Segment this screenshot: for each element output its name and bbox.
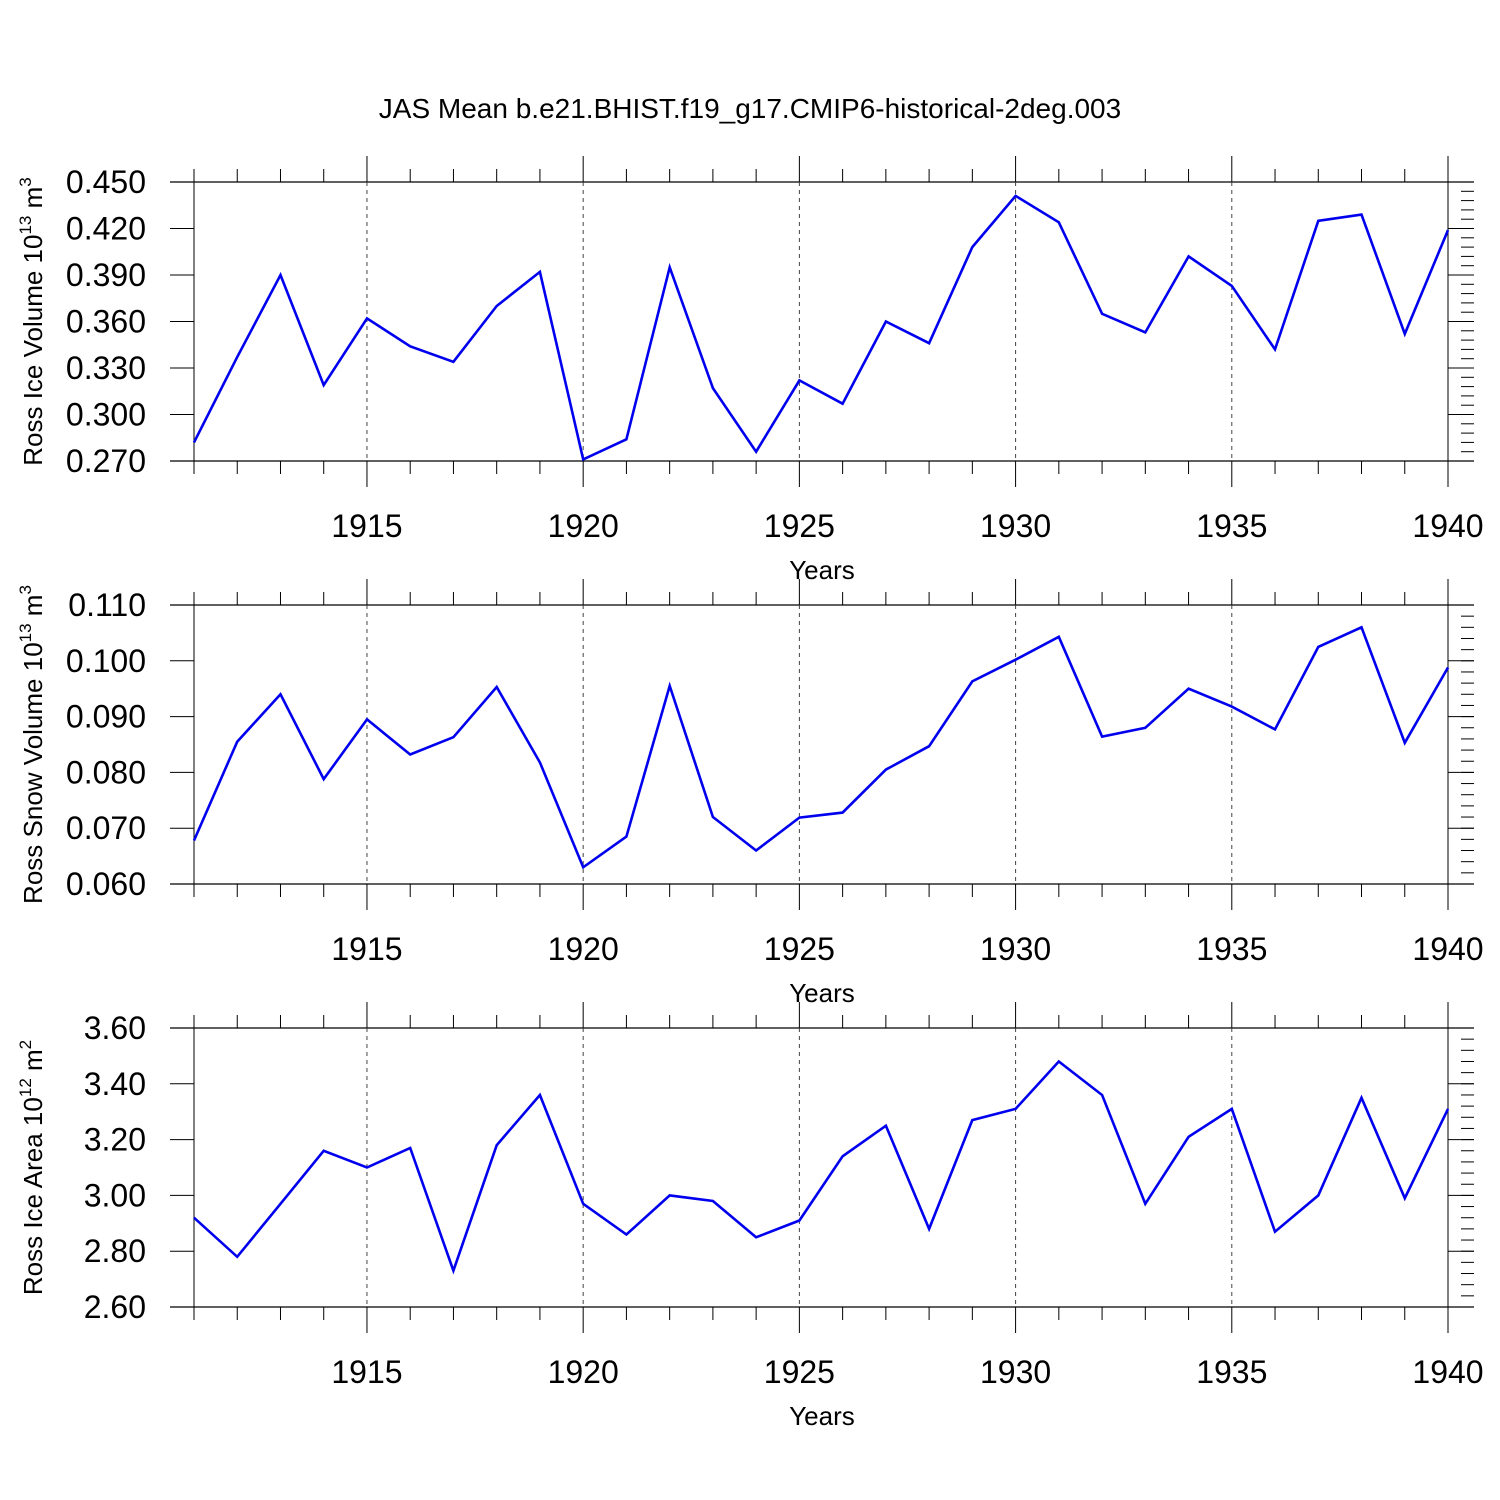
y-tick-label: 3.40 xyxy=(84,1066,146,1102)
y-tick-label: 2.80 xyxy=(84,1233,146,1269)
x-tick-label: 1920 xyxy=(548,508,619,544)
x-tick-label: 1930 xyxy=(980,1354,1051,1390)
x-tick-label: 1930 xyxy=(980,931,1051,967)
y-tick-label: 0.330 xyxy=(66,350,146,386)
x-tick-label: 1935 xyxy=(1196,508,1267,544)
series-line xyxy=(192,625,1450,870)
x-tick-label: 1930 xyxy=(980,508,1051,544)
y-tick-label: 0.090 xyxy=(66,699,146,735)
y-axis-label-sup2: 3 xyxy=(16,177,35,186)
x-tick-label: 1940 xyxy=(1412,508,1483,544)
x-tick-label: 1920 xyxy=(548,931,619,967)
y-tick-label: 0.270 xyxy=(66,443,146,479)
y-axis-label-sup1: 12 xyxy=(16,1078,35,1097)
y-tick-label: 0.060 xyxy=(66,866,146,902)
chart-panel-1: 0.270 0.300 0.330 0.360 0.390 0.420 0.450 1915 1… xyxy=(16,156,1484,585)
x-tick-label: 1925 xyxy=(764,1354,835,1390)
y-axis-label-sup2: 3 xyxy=(16,585,35,594)
chart-panel-3: 2.60 2.80 3.00 3.20 3.40 3.60 1915 1920 1925 1930… xyxy=(16,1002,1484,1431)
y-axis-label: Ross Ice Area 1012 m2 xyxy=(16,1040,48,1295)
x-tick-label: 1935 xyxy=(1196,1354,1267,1390)
figure-title: JAS Mean b.e21.BHIST.f19_g17.CMIP6-histo… xyxy=(379,93,1121,124)
y-axis-label: Ross Ice Volume 1013 m3 xyxy=(16,177,48,466)
y-axis-label-mid: m xyxy=(18,187,48,216)
y-axis-label-text: Ross Ice Area 10 xyxy=(18,1097,48,1295)
x-tick-label: 1915 xyxy=(331,931,402,967)
series-line xyxy=(193,1059,1450,1275)
y-tick-label: 3.00 xyxy=(84,1177,146,1213)
panels: 0.270 0.300 0.330 0.360 0.390 0.420 0.450 1915 1… xyxy=(16,156,1484,1431)
y-tick-label: 0.080 xyxy=(66,754,146,790)
y-tick-label: 0.070 xyxy=(66,810,146,846)
y-tick-label: 0.100 xyxy=(66,643,146,679)
y-axis-label-text: Ross Ice Volume 10 xyxy=(18,235,48,466)
y-axis-label: Ross Snow Volume 1013 m3 xyxy=(16,585,48,904)
y-tick-label: 0.300 xyxy=(66,397,146,433)
y-tick-label: 0.420 xyxy=(66,211,146,247)
x-axis-label: Years xyxy=(789,978,855,1008)
y-tick-label: 2.60 xyxy=(84,1289,146,1325)
y-axis-label-mid: m xyxy=(18,595,48,624)
x-tick-label: 1925 xyxy=(764,508,835,544)
series-line xyxy=(192,194,1450,462)
y-tick-label: 0.360 xyxy=(66,304,146,340)
y-tick-label: 0.110 xyxy=(68,587,146,623)
x-tick-label: 1915 xyxy=(331,1354,402,1390)
x-tick-label: 1935 xyxy=(1196,931,1267,967)
x-axis-label: Years xyxy=(789,555,855,585)
x-axis-label: Years xyxy=(789,1401,855,1431)
chart-panel-2: 0.060 0.070 0.080 0.090 0.100 0.110 1915 1920 19… xyxy=(16,579,1484,1008)
y-axis-label-mid: m xyxy=(18,1049,48,1078)
y-tick-label: 0.390 xyxy=(66,257,146,293)
x-tick-label: 1915 xyxy=(331,508,402,544)
y-tick-label: 3.20 xyxy=(84,1122,146,1158)
y-axis-label-sup1: 13 xyxy=(16,216,35,235)
x-tick-label: 1925 xyxy=(764,931,835,967)
y-axis-label-text: Ross Snow Volume 10 xyxy=(18,642,48,904)
x-tick-label: 1940 xyxy=(1412,1354,1483,1390)
x-tick-label: 1920 xyxy=(548,1354,619,1390)
y-axis-label-sup1: 13 xyxy=(16,623,35,642)
x-tick-label: 1940 xyxy=(1412,931,1483,967)
y-tick-label: 3.60 xyxy=(84,1010,146,1046)
y-axis-label-sup2: 2 xyxy=(16,1040,35,1049)
y-tick-label: 0.450 xyxy=(66,164,146,200)
